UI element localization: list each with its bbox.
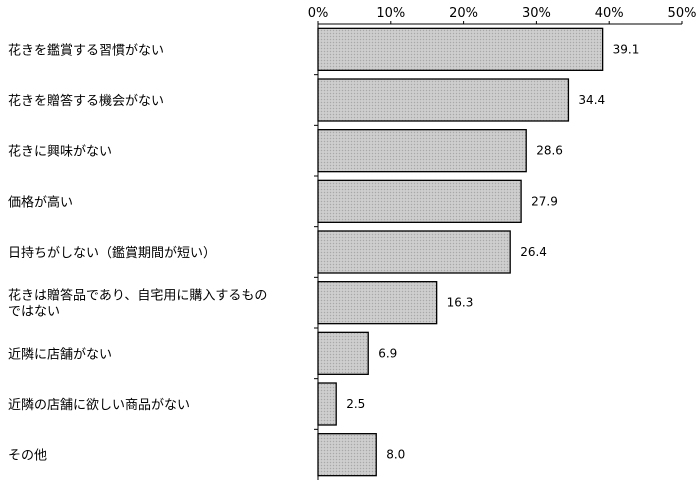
x-tick-label: 40% xyxy=(595,6,624,21)
bar-value-label: 2.5 xyxy=(346,397,365,411)
category-label: その他 xyxy=(8,449,47,464)
bar xyxy=(317,129,527,173)
bar xyxy=(317,382,337,426)
category-label: ではない xyxy=(8,305,60,320)
category-label: 花きに興味がない xyxy=(8,144,112,160)
bar xyxy=(317,433,377,477)
bar xyxy=(317,281,438,325)
x-tick-label: 30% xyxy=(522,6,551,21)
bar xyxy=(317,179,522,223)
category-label: 花きを鑑賞する習慣がない xyxy=(8,42,164,58)
bar-value-label: 34.4 xyxy=(578,93,605,107)
bar-value-label: 8.0 xyxy=(386,448,405,462)
category-label: 花きを贈答する機会がない xyxy=(8,93,164,109)
bar-value-label: 27.9 xyxy=(531,194,558,208)
x-tick-label: 50% xyxy=(668,6,697,21)
bar-value-label: 39.1 xyxy=(613,42,640,56)
x-tick-label: 10% xyxy=(376,6,405,21)
x-tick-label: 20% xyxy=(449,6,478,21)
x-tick-label: 0% xyxy=(308,6,329,21)
category-label: 花きは贈答品であり、自宅用に購入するもの xyxy=(8,288,267,304)
bar xyxy=(317,27,604,71)
bar-value-label: 28.6 xyxy=(536,144,563,158)
category-label: 近隣に店舗がない xyxy=(8,346,112,362)
bar-value-label: 26.4 xyxy=(520,245,547,259)
bar xyxy=(317,331,369,375)
bar xyxy=(317,230,511,274)
bar-value-label: 6.9 xyxy=(378,346,397,360)
category-label: 日持ちがしない（鑑賞期間が短い） xyxy=(8,245,216,261)
bar xyxy=(317,78,570,122)
category-label: 近隣の店舗に欲しい商品がない xyxy=(8,397,190,413)
bar-value-label: 16.3 xyxy=(447,296,474,310)
category-label: 価格が高い xyxy=(8,194,73,210)
